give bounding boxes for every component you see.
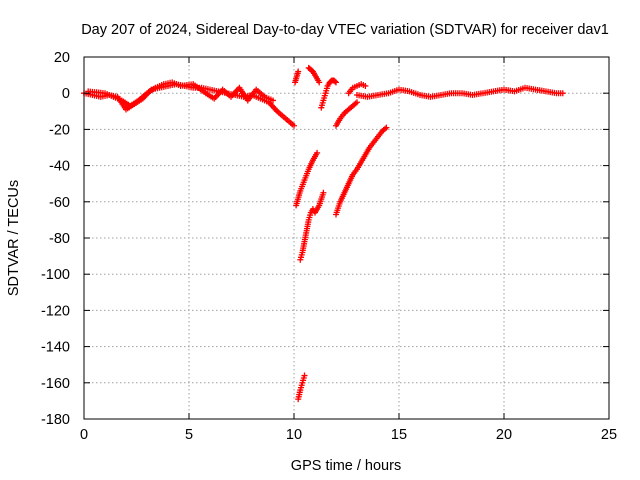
- y-tick-label: -160: [41, 376, 70, 392]
- y-tick-label: -20: [49, 122, 70, 138]
- series-baseline-late: [354, 84, 566, 100]
- series-arc-mid-1: [318, 77, 339, 111]
- series-arc-deep: [295, 372, 308, 403]
- series-scatter-early: [85, 79, 276, 109]
- y-tick-label: 20: [54, 50, 70, 66]
- data-point: [354, 99, 360, 106]
- y-tick-label: -120: [41, 303, 70, 319]
- data-point: [362, 82, 369, 89]
- x-tick-label: 20: [496, 427, 512, 443]
- y-tick-label: -140: [41, 340, 70, 356]
- y-tick-label: -180: [41, 412, 70, 428]
- data-point: [331, 78, 338, 85]
- grid: [84, 57, 609, 419]
- y-tick-label: -100: [41, 267, 70, 283]
- data-point: [316, 79, 323, 86]
- x-tick-label: 15: [391, 427, 407, 443]
- data-point: [295, 68, 302, 75]
- series-arc-peak: [305, 64, 323, 86]
- data-point: [320, 189, 327, 196]
- x-tick-label: 5: [185, 427, 193, 443]
- series-arc-descent-1: [293, 149, 321, 209]
- data-point: [301, 372, 308, 379]
- y-tick-label: 0: [62, 86, 70, 102]
- chart-title: Day 207 of 2024, Sidereal Day-to-day VTE…: [81, 22, 609, 38]
- data-point: [333, 79, 339, 86]
- series-arc-upper: [292, 68, 302, 86]
- x-axis-label: GPS time / hours: [291, 458, 401, 474]
- y-tick-label: -60: [49, 195, 70, 211]
- data-point: [383, 124, 390, 131]
- x-tick-label: 0: [80, 427, 88, 443]
- series-arc-descent-2: [297, 189, 327, 263]
- y-axis-label: SDTVAR / TECUs: [6, 180, 22, 296]
- series-arc-mid-3: [333, 124, 390, 218]
- axis-ticks: 0 5 10 15 20 25 20 0 -20 -40 -60 -80 -100 -120 -140 -16…: [41, 50, 617, 443]
- y-tick-label: -40: [49, 159, 70, 175]
- y-tick-label: -80: [49, 231, 70, 247]
- data-point: [291, 122, 297, 129]
- data-point: [559, 90, 566, 97]
- data-point: [270, 97, 276, 104]
- data-marks: [81, 64, 566, 403]
- x-tick-label: 10: [286, 427, 302, 443]
- series-arc-mid-4: [345, 81, 369, 97]
- x-tick-label: 25: [601, 427, 617, 443]
- data-point: [314, 149, 321, 156]
- series-arc-mid-2: [333, 99, 360, 129]
